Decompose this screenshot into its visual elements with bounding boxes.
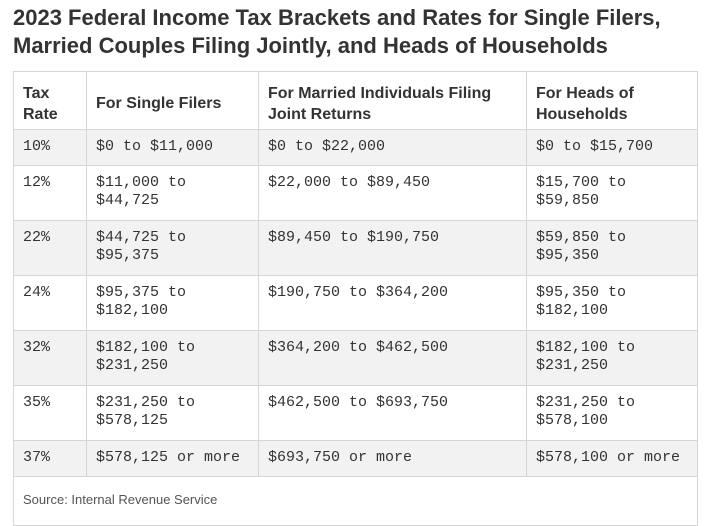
header-row: Tax Rate For Single Filers For Married I… — [13, 71, 698, 130]
table-row: 35% $231,250 to $578,125 $462,500 to $69… — [13, 385, 698, 441]
single-cell: $44,725 to $95,375 — [86, 220, 259, 276]
table-row: 24% $95,375 to $182,100 $190,750 to $364… — [13, 275, 698, 331]
joint-cell: $0 to $22,000 — [258, 129, 527, 166]
head-cell: $0 to $15,700 — [526, 129, 698, 166]
rate-cell: 32% — [13, 330, 87, 386]
joint-cell: $89,450 to $190,750 — [258, 220, 527, 276]
rate-cell: 10% — [13, 129, 87, 166]
joint-cell: $364,200 to $462,500 — [258, 330, 527, 386]
rate-cell: 22% — [13, 220, 87, 276]
table-row: 37% $578,125 or more $693,750 or more $5… — [13, 440, 698, 477]
table-row: 22% $44,725 to $95,375 $89,450 to $190,7… — [13, 220, 698, 276]
joint-cell: $462,500 to $693,750 — [258, 385, 527, 441]
rate-cell: 35% — [13, 385, 87, 441]
joint-cell: $693,750 or more — [258, 440, 527, 477]
head-cell: $15,700 to $59,850 — [526, 165, 698, 221]
single-cell: $578,125 or more — [86, 440, 259, 477]
header-heads-of-households: For Heads of Households — [526, 71, 698, 130]
source-row: Source: Internal Revenue Service — [13, 476, 698, 526]
header-joint-filers: For Married Individuals Filing Joint Ret… — [258, 71, 527, 130]
single-cell: $182,100 to $231,250 — [86, 330, 259, 386]
table-row: 10% $0 to $11,000 $0 to $22,000 $0 to $1… — [13, 129, 698, 166]
tax-brackets-table: Tax Rate For Single Filers For Married I… — [13, 71, 698, 526]
head-cell: $95,350 to $182,100 — [526, 275, 698, 331]
header-single-filers: For Single Filers — [86, 71, 259, 130]
head-cell: $231,250 to $578,100 — [526, 385, 698, 441]
head-cell: $59,850 to $95,350 — [526, 220, 698, 276]
source-note: Source: Internal Revenue Service — [13, 476, 698, 526]
head-cell: $182,100 to $231,250 — [526, 330, 698, 386]
single-cell: $11,000 to $44,725 — [86, 165, 259, 221]
single-cell: $231,250 to $578,125 — [86, 385, 259, 441]
table-row: 12% $11,000 to $44,725 $22,000 to $89,45… — [13, 165, 698, 221]
rate-cell: 24% — [13, 275, 87, 331]
head-cell: $578,100 or more — [526, 440, 698, 477]
single-cell: $95,375 to $182,100 — [86, 275, 259, 331]
joint-cell: $22,000 to $89,450 — [258, 165, 527, 221]
rate-cell: 12% — [13, 165, 87, 221]
page-title: 2023 Federal Income Tax Brackets and Rat… — [13, 5, 661, 58]
joint-cell: $190,750 to $364,200 — [258, 275, 527, 331]
rate-cell: 37% — [13, 440, 87, 477]
header-tax-rate: Tax Rate — [13, 71, 87, 130]
single-cell: $0 to $11,000 — [86, 129, 259, 166]
table-row: 32% $182,100 to $231,250 $364,200 to $46… — [13, 330, 698, 386]
